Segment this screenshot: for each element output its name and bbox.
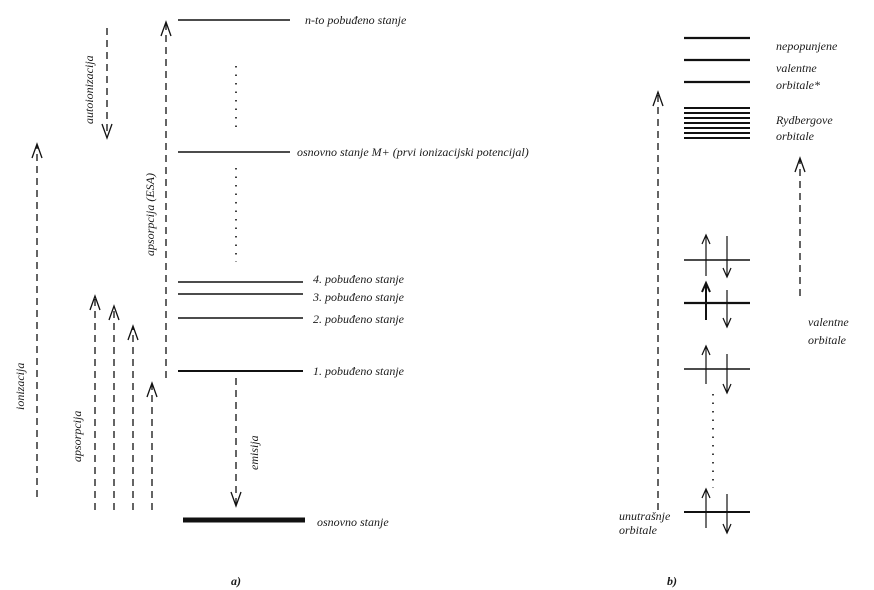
label-ground: osnovno stanje bbox=[317, 515, 389, 529]
label-rydberg: Rydbergove bbox=[775, 113, 833, 127]
label-unutrasnje-2: orbitale bbox=[619, 523, 658, 537]
label-2-excited: 2. pobuđeno stanje bbox=[313, 312, 405, 326]
absorption-arrow-3 bbox=[108, 304, 120, 510]
absorption-arrow-2 bbox=[127, 324, 139, 510]
caption-a: a) bbox=[231, 574, 241, 588]
label-emisija: emisija bbox=[247, 435, 261, 470]
label-rydberg-2: orbitale bbox=[776, 129, 815, 143]
label-autoionizacija: autoionizacija bbox=[82, 55, 96, 124]
panel-b: nepopunjene valentne orbitale* Rydbergov… bbox=[619, 36, 849, 588]
label-3-excited: 3. pobuđeno stanje bbox=[312, 290, 405, 304]
label-nepopunjene-2: valentne bbox=[776, 61, 817, 75]
autoionization-arrow bbox=[101, 28, 113, 140]
label-n-excited: n-to pobuđeno stanje bbox=[305, 13, 407, 27]
label-apsorpcija-esa: apsorpcija (ESA) bbox=[143, 173, 157, 256]
label-ion-ground: osnovno stanje M+ (prvi ionizacijski pot… bbox=[297, 145, 529, 159]
label-1-excited: 1. pobuđeno stanje bbox=[313, 364, 405, 378]
label-nepopunjene-3: orbitale* bbox=[776, 78, 820, 92]
rydberg-orbitals bbox=[684, 107, 750, 139]
valence-orbital-2 bbox=[684, 280, 750, 329]
caption-b: b) bbox=[667, 574, 677, 588]
label-valentne-2: orbitale bbox=[808, 333, 847, 347]
emission-arrow bbox=[230, 378, 242, 508]
inner-orbital bbox=[684, 487, 750, 535]
inner-excitation-arrow bbox=[652, 90, 664, 510]
label-valentne: valentne bbox=[808, 315, 849, 329]
ionization-arrow bbox=[31, 142, 43, 497]
label-4-excited: 4. pobuđeno stanje bbox=[313, 272, 405, 286]
label-apsorpcija: apsorpcija bbox=[70, 411, 84, 462]
absorption-arrow-1 bbox=[146, 381, 158, 510]
label-unutrasnje: unutrašnje bbox=[619, 509, 671, 523]
absorption-arrow-4 bbox=[89, 294, 101, 510]
valence-excitation-arrow bbox=[794, 156, 806, 296]
esa-absorption-arrow bbox=[160, 20, 172, 378]
label-nepopunjene: nepopunjene bbox=[776, 39, 838, 53]
valence-orbital-3 bbox=[684, 344, 750, 395]
label-ionizacija: ionizacija bbox=[13, 363, 27, 410]
panel-a: n-to pobuđeno stanje osnovno stanje M+ (… bbox=[13, 13, 529, 588]
valence-orbital-1 bbox=[684, 233, 750, 279]
